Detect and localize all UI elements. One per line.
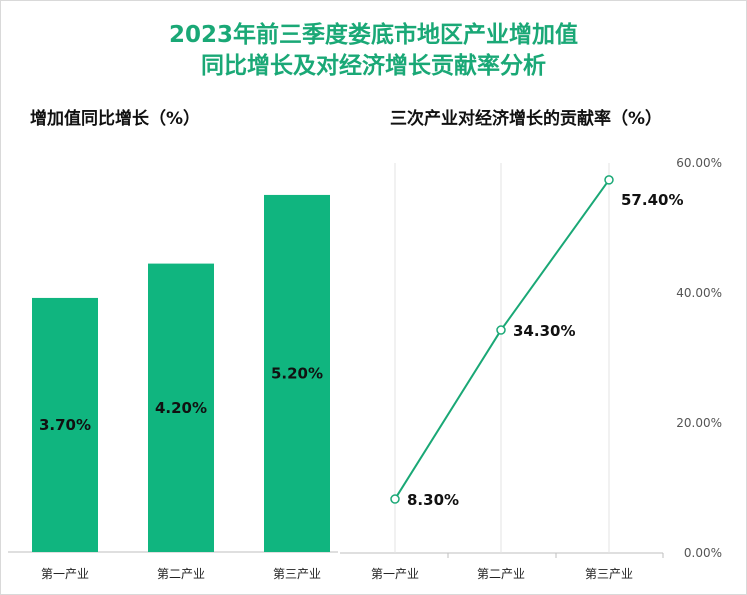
- bar-value-label: 4.20%: [155, 399, 207, 417]
- line-y-tick-label: 60.00%: [676, 156, 722, 170]
- line-value-label: 57.40%: [621, 191, 683, 209]
- bar-value-label: 3.70%: [39, 416, 91, 434]
- line-series: [394, 179, 610, 500]
- bar-1: [32, 297, 98, 552]
- line-category-label: 第三产业: [585, 567, 633, 581]
- line-category-label: 第二产业: [477, 567, 525, 581]
- bar-category-label: 第一产业: [41, 567, 89, 581]
- line-point-2: [496, 325, 506, 335]
- bar-value-label: 5.20%: [271, 364, 323, 382]
- line-value-label: 34.30%: [513, 322, 575, 340]
- bar-category-label: 第二产业: [157, 567, 205, 581]
- bar-chart-title: 增加值同比增长（%）: [30, 109, 201, 129]
- line-category-label: 第一产业: [371, 567, 419, 581]
- line-chart-title: 三次产业对经济增长的贡献率（%）: [390, 109, 663, 129]
- line-y-tick-label: 20.00%: [676, 416, 722, 430]
- chart-title-line-1: 2023年前三季度娄底市地区产业增加值: [168, 22, 578, 48]
- chart-title-line-2: 同比增长及对经济增长贡献率分析: [201, 53, 546, 79]
- line-value-label: 8.30%: [407, 491, 459, 509]
- bar-2: [148, 263, 214, 552]
- bar-3: [264, 194, 330, 552]
- line-y-tick-label: 40.00%: [676, 286, 722, 300]
- line-point-1: [390, 494, 400, 504]
- line-point-3: [604, 175, 614, 185]
- line-y-tick-label: 0.00%: [684, 546, 722, 560]
- bar-category-label: 第三产业: [273, 567, 321, 581]
